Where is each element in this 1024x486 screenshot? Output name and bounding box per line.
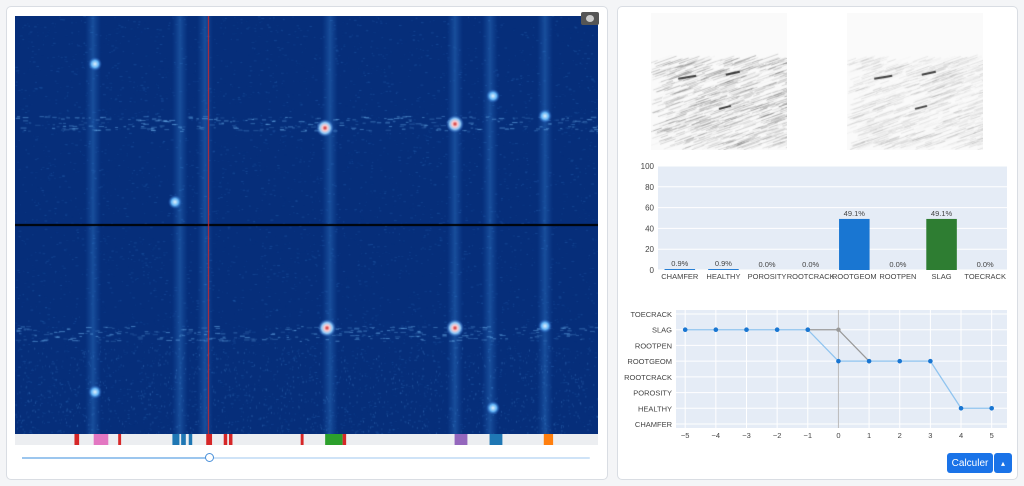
defect-marker bbox=[543, 434, 554, 445]
x-tick-label: CHAMFER bbox=[661, 272, 699, 281]
class-sequence-line-chart: CHAMFER HEALTHY POROSITY ROOTCRACK ROOTGEOM R… bbox=[624, 310, 1007, 440]
bar-data-label: 0.0% bbox=[977, 260, 994, 269]
position-slider[interactable] bbox=[22, 452, 590, 464]
x-tick-label: 2 bbox=[898, 431, 902, 440]
line-plot-area bbox=[676, 310, 1007, 428]
y-tick-label: TOECRACK bbox=[630, 310, 672, 319]
bar bbox=[664, 269, 696, 270]
bar-data-label: 0.0% bbox=[759, 260, 776, 269]
x-tick-label: 1 bbox=[867, 431, 871, 440]
current-series-point bbox=[744, 327, 749, 333]
current-series-point bbox=[713, 327, 719, 333]
defect-marker bbox=[489, 434, 503, 445]
y-tick-label: HEALTHY bbox=[638, 404, 672, 413]
x-tick-label: SLAG bbox=[932, 272, 952, 281]
x-tick-label: −4 bbox=[712, 431, 721, 440]
defect-marker bbox=[300, 434, 304, 445]
y-tick-label: 40 bbox=[645, 224, 654, 233]
marker-strip-bg bbox=[15, 434, 598, 445]
bar bbox=[926, 218, 957, 270]
bar bbox=[708, 269, 739, 270]
x-tick-label: HEALTHY bbox=[706, 272, 740, 281]
y-tick-label: 20 bbox=[645, 245, 654, 254]
y-tick-label: 0 bbox=[650, 266, 655, 275]
y-tick-label: ROOTPEN bbox=[635, 341, 672, 350]
x-tick-label: 0 bbox=[836, 431, 840, 440]
defect-marker bbox=[74, 434, 80, 445]
current-series-point bbox=[866, 358, 872, 364]
y-tick-label: ROOTCRACK bbox=[624, 373, 672, 382]
defect-marker bbox=[93, 434, 109, 445]
current-series-point bbox=[928, 358, 933, 364]
slider-thumb[interactable] bbox=[205, 453, 215, 462]
camera-icon[interactable] bbox=[581, 12, 599, 25]
x-tick-label: −3 bbox=[742, 431, 751, 440]
current-series-point bbox=[897, 358, 903, 364]
current-series-point bbox=[774, 327, 780, 333]
defect-marker-strip bbox=[15, 434, 598, 445]
x-tick-label: 3 bbox=[928, 431, 932, 440]
current-series-point bbox=[958, 405, 964, 411]
y-tick-label: 80 bbox=[645, 183, 654, 192]
current-series-point bbox=[682, 327, 688, 333]
bar-data-label: 0.9% bbox=[715, 259, 732, 268]
current-series-point bbox=[805, 327, 811, 333]
defect-marker bbox=[454, 434, 468, 445]
slider-fill bbox=[22, 457, 210, 459]
ultrasound-heatmap[interactable] bbox=[15, 16, 598, 434]
slider-track[interactable] bbox=[22, 457, 590, 459]
y-tick-label: POROSITY bbox=[633, 389, 672, 398]
defect-marker bbox=[118, 434, 122, 445]
defect-marker bbox=[188, 434, 193, 445]
x-tick-label: 4 bbox=[959, 431, 963, 440]
current-series-point bbox=[989, 405, 994, 411]
cross-section-image-right bbox=[847, 13, 983, 150]
defect-marker bbox=[223, 434, 228, 445]
y-tick-label: 60 bbox=[645, 204, 654, 213]
x-tick-label: 5 bbox=[990, 431, 994, 440]
defect-marker bbox=[342, 434, 347, 445]
x-tick-label: ROOTPEN bbox=[879, 272, 916, 281]
class-probability-bar-chart: 0 20 40 60 80 100 0.9% CHAMFER 0.9% HEALTHY 0.0% PO… bbox=[641, 162, 1007, 281]
current-series-point bbox=[836, 358, 841, 364]
cross-section-image-left bbox=[651, 13, 787, 150]
defect-marker bbox=[228, 434, 233, 445]
previous-series-point bbox=[836, 327, 841, 332]
y-tick-label: 100 bbox=[641, 162, 655, 171]
x-tick-label: POROSITY bbox=[748, 272, 787, 281]
x-tick-label: TOECRACK bbox=[964, 272, 1006, 281]
x-tick-label: ROOTGEOM bbox=[832, 272, 877, 281]
bar bbox=[839, 218, 870, 270]
calculate-dropdown-button[interactable]: ▴ bbox=[994, 453, 1012, 473]
x-tick-label: −1 bbox=[804, 431, 813, 440]
defect-marker bbox=[325, 434, 343, 445]
bar-data-label: 0.0% bbox=[889, 260, 906, 269]
bar-data-label: 0.9% bbox=[671, 259, 688, 268]
defect-marker bbox=[181, 434, 186, 445]
calculate-button[interactable]: Calculer bbox=[947, 453, 993, 473]
x-tick-label: −5 bbox=[681, 431, 690, 440]
y-tick-label: SLAG bbox=[652, 326, 672, 335]
y-tick-label: ROOTGEOM bbox=[627, 357, 672, 366]
bar-data-label: 0.0% bbox=[802, 260, 819, 269]
x-tick-label: ROOTCRACK bbox=[787, 272, 835, 281]
bar-data-label: 49.1% bbox=[931, 209, 953, 218]
bar-data-label: 49.1% bbox=[844, 209, 866, 218]
defect-marker bbox=[172, 434, 180, 445]
x-tick-label: −2 bbox=[773, 431, 782, 440]
y-tick-label: CHAMFER bbox=[635, 420, 673, 429]
defect-marker bbox=[206, 434, 213, 445]
